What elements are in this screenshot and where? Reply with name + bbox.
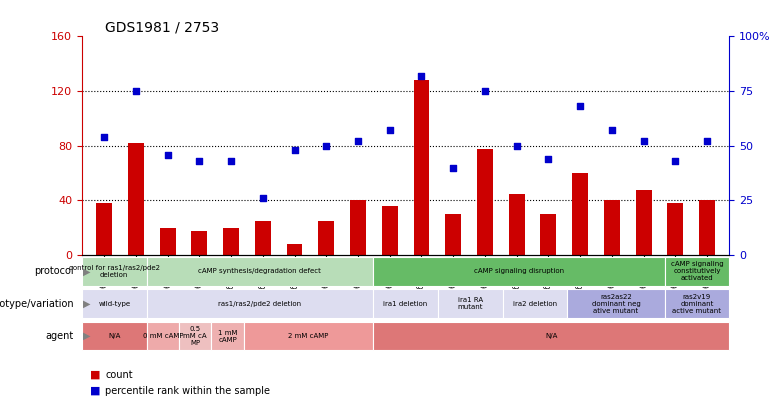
- Bar: [604, 200, 620, 255]
- Bar: [699, 200, 715, 255]
- Point: [193, 158, 206, 164]
- Bar: [223, 228, 239, 255]
- Point: [289, 147, 301, 153]
- Text: count: count: [105, 370, 133, 379]
- Text: ▶: ▶: [83, 331, 91, 341]
- Text: percentile rank within the sample: percentile rank within the sample: [105, 386, 271, 396]
- Point: [637, 138, 650, 145]
- Point: [542, 156, 555, 162]
- Point: [320, 143, 332, 149]
- Text: ras2v19
dominant
active mutant: ras2v19 dominant active mutant: [672, 294, 722, 314]
- Bar: [286, 244, 303, 255]
- Text: wild-type: wild-type: [98, 301, 130, 307]
- Bar: [445, 214, 461, 255]
- Bar: [477, 149, 493, 255]
- Text: ira2 deletion: ira2 deletion: [513, 301, 557, 307]
- Text: cAMP synthesis/degradation defect: cAMP synthesis/degradation defect: [198, 269, 321, 274]
- Text: ras1/ras2/pde2 deletion: ras1/ras2/pde2 deletion: [218, 301, 302, 307]
- Bar: [82, 290, 147, 318]
- Point: [447, 164, 459, 171]
- Bar: [668, 203, 683, 255]
- Text: protocol: protocol: [34, 266, 74, 276]
- Bar: [243, 322, 374, 350]
- Text: ■: ■: [90, 370, 100, 379]
- Bar: [503, 290, 568, 318]
- Text: ira1 RA
mutant: ira1 RA mutant: [458, 297, 483, 310]
- Bar: [541, 214, 556, 255]
- Point: [605, 127, 618, 134]
- Text: ▶: ▶: [83, 266, 91, 276]
- Text: N/A: N/A: [108, 333, 120, 339]
- Bar: [82, 257, 147, 286]
- Text: 0.5
mM cA
MP: 0.5 mM cA MP: [183, 326, 207, 346]
- Point: [161, 151, 174, 158]
- Point: [574, 103, 587, 110]
- Bar: [374, 290, 438, 318]
- Bar: [568, 290, 665, 318]
- Text: 2 mM cAMP: 2 mM cAMP: [289, 333, 328, 339]
- Bar: [381, 206, 398, 255]
- Point: [669, 158, 682, 164]
- Bar: [665, 257, 729, 286]
- Text: ▶: ▶: [83, 299, 91, 309]
- Bar: [128, 143, 144, 255]
- Bar: [96, 203, 112, 255]
- Bar: [147, 257, 374, 286]
- Bar: [147, 290, 374, 318]
- Bar: [147, 322, 179, 350]
- Text: ras2as22
dominant neg
ative mutant: ras2as22 dominant neg ative mutant: [591, 294, 640, 314]
- Bar: [350, 200, 366, 255]
- Bar: [82, 322, 147, 350]
- Bar: [318, 221, 334, 255]
- Bar: [509, 194, 525, 255]
- Bar: [191, 230, 207, 255]
- Text: GDS1981 / 2753: GDS1981 / 2753: [105, 20, 219, 34]
- Bar: [179, 322, 211, 350]
- Text: ■: ■: [90, 386, 100, 396]
- Bar: [374, 322, 729, 350]
- Bar: [374, 257, 665, 286]
- Text: 0 mM cAMP: 0 mM cAMP: [143, 333, 183, 339]
- Bar: [438, 290, 503, 318]
- Point: [384, 127, 396, 134]
- Bar: [211, 322, 243, 350]
- Point: [352, 138, 364, 145]
- Text: control for ras1/ras2/pde2
deletion: control for ras1/ras2/pde2 deletion: [69, 265, 160, 278]
- Bar: [413, 80, 430, 255]
- Point: [415, 72, 427, 79]
- Text: agent: agent: [46, 331, 74, 341]
- Bar: [255, 221, 271, 255]
- Text: cAMP signaling disruption: cAMP signaling disruption: [473, 269, 564, 274]
- Point: [129, 88, 142, 94]
- Point: [98, 134, 110, 140]
- Point: [257, 195, 269, 202]
- Bar: [160, 228, 176, 255]
- Text: 1 mM
cAMP: 1 mM cAMP: [218, 330, 237, 343]
- Bar: [573, 173, 588, 255]
- Bar: [665, 290, 729, 318]
- Point: [510, 143, 523, 149]
- Point: [701, 138, 714, 145]
- Point: [479, 88, 491, 94]
- Text: ira1 deletion: ira1 deletion: [384, 301, 427, 307]
- Bar: [636, 190, 651, 255]
- Point: [225, 158, 237, 164]
- Text: N/A: N/A: [545, 333, 558, 339]
- Text: cAMP signaling
constitutively
activated: cAMP signaling constitutively activated: [671, 261, 723, 281]
- Text: genotype/variation: genotype/variation: [0, 299, 74, 309]
